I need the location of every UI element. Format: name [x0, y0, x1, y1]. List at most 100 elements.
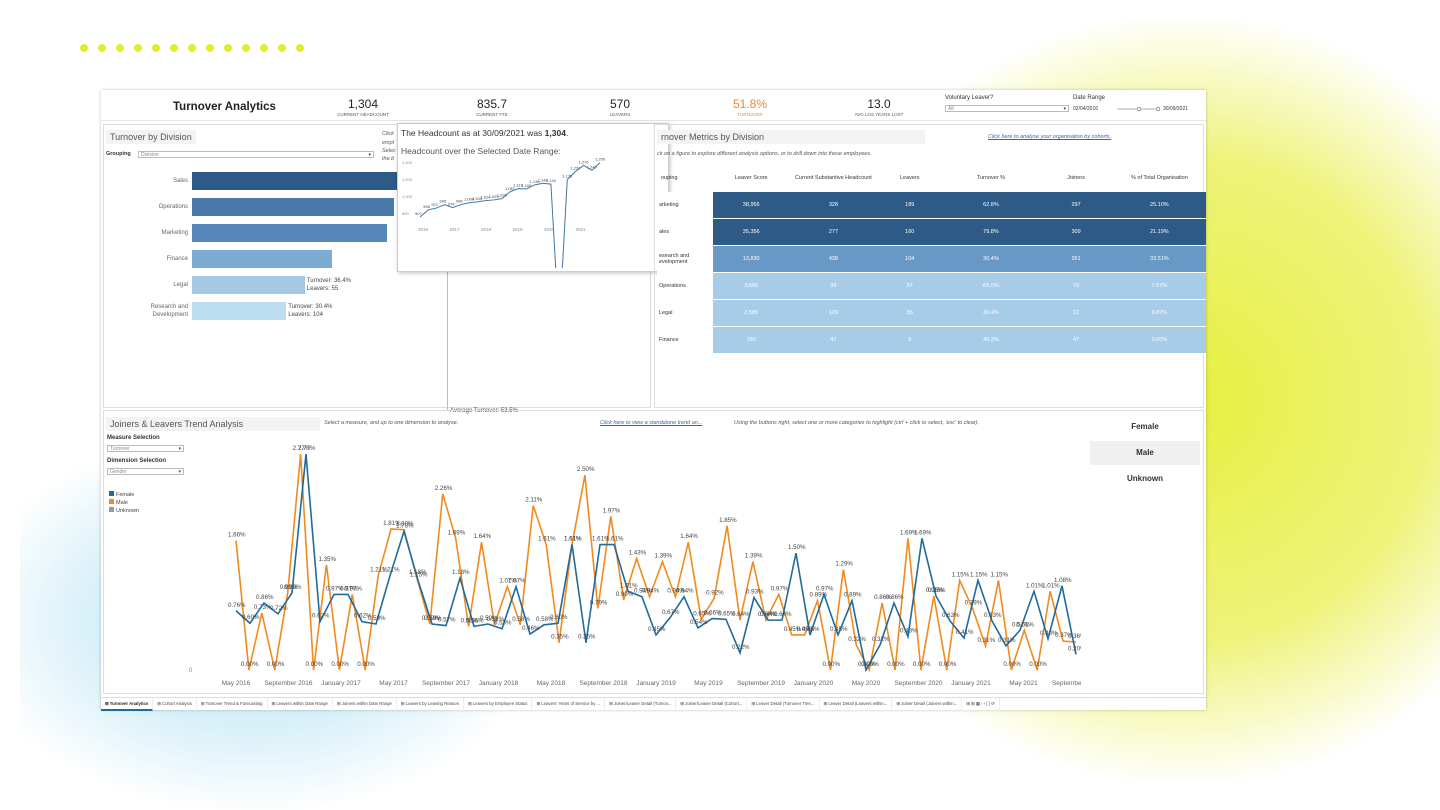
kpi-fte[interactable]: 835.7 CURRENT FTE	[437, 97, 547, 117]
tooltip-point-label: 1,087	[505, 186, 516, 191]
tooltip-point-label: 974	[448, 202, 455, 207]
metrics-cell[interactable]: 30.4%	[942, 245, 1040, 273]
metrics-cell[interactable]: 7.57%	[1112, 272, 1206, 300]
tab-joiner-leaver-detail[interactable]: ⊞ Joiner/Leaver Detail (Turnov...	[605, 698, 677, 711]
metrics-cell[interactable]: 55	[877, 299, 943, 327]
metrics-cell[interactable]: 99	[789, 272, 878, 300]
metrics-column-header[interactable]: Turnover %	[976, 175, 1006, 181]
kpi-headcount[interactable]: 1,304 CURRENT HEADCOUNT	[308, 97, 418, 117]
tab-turnover-analytics[interactable]: ⊞ Turnover Analytics	[101, 698, 154, 711]
metrics-cell[interactable]: 72	[1039, 272, 1113, 300]
legend-swatch	[109, 507, 114, 512]
data-label: 0.64%	[760, 611, 778, 618]
tab-leaver-detail-trend[interactable]: ⊞ Leaver Detail (Turnover Tren...	[747, 698, 820, 711]
metrics-column-header[interactable]: Current Substantive Headcount	[795, 175, 872, 181]
tab-turnover-trend[interactable]: ⊞ Turnover Trend & Forecasting	[197, 698, 268, 711]
division-bar[interactable]	[192, 198, 394, 216]
tab-joiner-leaver-cohort[interactable]: ⊞ Joiner/Leaver Detail (Cohort...	[676, 698, 748, 711]
metrics-cell[interactable]: 45.3%	[942, 326, 1040, 354]
data-label: 0.20%	[1068, 645, 1081, 652]
division-bar[interactable]	[192, 224, 387, 242]
metrics-cell[interactable]: 38,956	[712, 192, 790, 219]
tab-cohort-analysis[interactable]: ⊞ Cohort Analysis	[153, 698, 197, 711]
metrics-cell[interactable]: 65.0%	[942, 272, 1040, 300]
legend-item[interactable]: Male	[109, 499, 139, 507]
tab-leavers-date-range[interactable]: ⊞ Leavers within Date Range	[268, 698, 333, 711]
metrics-cell[interactable]: 261	[1039, 245, 1113, 273]
division-bar[interactable]	[192, 276, 305, 294]
metrics-column-header[interactable]: Leavers	[899, 175, 920, 181]
metrics-cell[interactable]: 21.19%	[1112, 218, 1206, 246]
metrics-cell[interactable]: 13,830	[712, 245, 790, 273]
measure-select[interactable]: Turnover ▾	[107, 445, 184, 452]
metrics-cell[interactable]: 35,356	[712, 218, 790, 246]
metrics-cell[interactable]: 47	[789, 326, 878, 354]
x-axis-tick: May 2016	[222, 680, 251, 687]
tab-leavers-status[interactable]: ⊞ Leavers by Employee Status	[464, 698, 533, 711]
metrics-cell[interactable]: 9	[877, 326, 943, 354]
metrics-cell[interactable]: 2,585	[712, 299, 790, 327]
voluntary-leaver-value: All	[948, 106, 954, 112]
kpi-leavers[interactable]: 570 LEAVERS	[565, 97, 675, 117]
metrics-column-header[interactable]: ouping	[661, 175, 678, 181]
legend-item[interactable]: Unknown	[109, 507, 139, 515]
dimension-select[interactable]: Gender ▾	[107, 468, 184, 475]
metrics-cell[interactable]: 328	[789, 192, 878, 219]
metrics-cell[interactable]: 189	[877, 192, 943, 219]
metrics-cell[interactable]: 25.10%	[1112, 192, 1206, 219]
metrics-column-header[interactable]: Leaver Score	[734, 175, 768, 181]
metrics-cell[interactable]: 192	[712, 326, 790, 354]
division-bar[interactable]	[192, 172, 440, 190]
legend-label: Unknown	[116, 508, 139, 514]
tooltip-point-label: 1,148	[538, 177, 549, 182]
data-label: 0.94%	[634, 588, 652, 595]
kpi-avg-los[interactable]: 13.0 AVG LOS YEARS LOST	[824, 97, 934, 117]
metrics-cell[interactable]: 9.87%	[1112, 299, 1206, 327]
tab-leaver-detail-within[interactable]: ⊞ Leaver Detail (Leavers within...	[820, 698, 893, 711]
division-bar[interactable]	[192, 250, 333, 268]
metrics-cell[interactable]: 62.8%	[942, 192, 1040, 219]
tab-leavers-reason[interactable]: ⊞ Leavers by Leaving Reason	[397, 698, 464, 711]
date-range-slider[interactable]	[1115, 106, 1161, 112]
kpi-turnover[interactable]: 51.8% TURNOVER	[695, 97, 805, 117]
standalone-trend-link[interactable]: Click here to view a standalone trend an…	[600, 420, 703, 426]
cohort-link[interactable]: Click here to analyse your organisation …	[988, 134, 1112, 140]
data-label: 2.11%	[525, 497, 543, 504]
kpi-label: LEAVERS	[609, 112, 631, 117]
legend-item[interactable]: Female	[109, 491, 139, 499]
metrics-cell[interactable]: 57	[877, 272, 943, 300]
metrics-cell[interactable]: 12	[1039, 299, 1113, 327]
metrics-cell[interactable]: 309	[1039, 218, 1113, 246]
metrics-cell[interactable]: 79.8%	[942, 218, 1040, 246]
tab-joiner-detail-within[interactable]: ⊞ Joiner Detail (Joiners within...	[892, 698, 963, 711]
metrics-cell[interactable]: 277	[789, 218, 878, 246]
metrics-cell[interactable]: 160	[877, 218, 943, 246]
data-label: 0.43%	[900, 627, 918, 634]
metrics-cell[interactable]: 438	[789, 245, 878, 273]
data-label: 0.36%	[1068, 633, 1081, 640]
metrics-cell[interactable]: 47	[1039, 326, 1113, 354]
grouping-select[interactable]: Division ▾	[138, 151, 374, 158]
metrics-cell[interactable]: 36.4%	[942, 299, 1040, 327]
metrics-column-header[interactable]: % of Total Organisation	[1130, 175, 1188, 181]
table-row: Legal 2,585 129 55 36.4% 12 9.87%	[657, 299, 1206, 327]
metrics-cell[interactable]: 104	[877, 245, 943, 273]
tab-leavers-service[interactable]: ⊞ Leavers' Years of Service by ...	[532, 698, 606, 711]
voluntary-leaver-select[interactable]: All ▾	[945, 105, 1069, 112]
division-bar[interactable]	[192, 302, 287, 320]
metrics-cell[interactable]: 297	[1039, 192, 1113, 219]
x-axis-tick: September 2020	[894, 680, 942, 687]
trend-line-chart: 0 1.66% 0.00% 0.73% 0.00% 0.99% 2.77% 0.00% 1.35…	[189, 445, 1081, 687]
tab-more[interactable]: ⊞ ⊞ ▦ ‹ › [ ] ⟳	[962, 698, 1000, 711]
data-label: 0.99%	[284, 584, 302, 591]
toggle-unknown[interactable]: Unknown	[1127, 474, 1163, 483]
metrics-cell[interactable]: 129	[789, 299, 878, 327]
toggle-female[interactable]: Female	[1131, 422, 1159, 431]
metrics-column-header[interactable]: Joiners	[1067, 175, 1085, 181]
tab-joiners-date-range[interactable]: ⊞ Joiners within Date Range	[333, 698, 397, 711]
metrics-cell[interactable]: 3,666	[712, 272, 790, 300]
metrics-cell[interactable]: 33.51%	[1112, 245, 1206, 273]
trend-legend: Female Male Unknown	[109, 491, 139, 515]
metrics-cell[interactable]: 3.60%	[1112, 326, 1206, 354]
toggle-male[interactable]: Male	[1090, 441, 1200, 465]
